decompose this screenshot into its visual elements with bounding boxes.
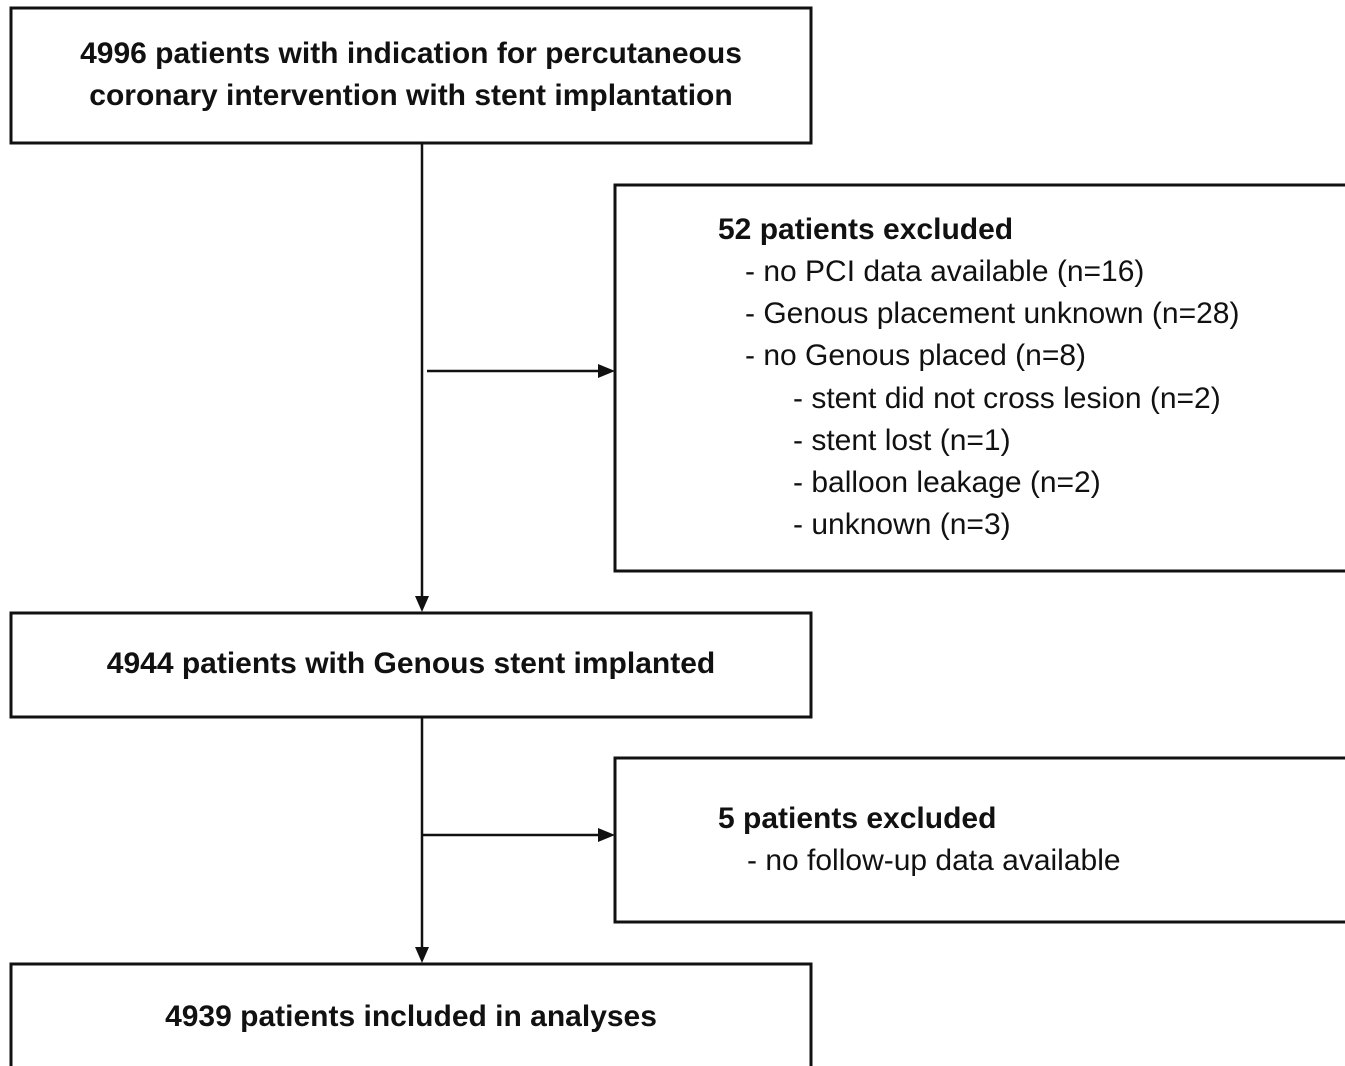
list-item: - stent lost (n=1) [793, 424, 1011, 457]
arrowhead [598, 828, 615, 842]
list-item: - balloon leakage (n=2) [793, 466, 1101, 499]
list-item: - unknown (n=3) [793, 508, 1011, 541]
box [613, 183, 1345, 573]
box [9, 6, 813, 145]
arrowhead [415, 596, 429, 612]
arrowhead [415, 947, 429, 963]
box-text: 4944 patients with Genous stent implante… [107, 647, 715, 680]
box-text: coronary intervention with stent implant… [89, 79, 732, 112]
list-item: - Genous placement unknown (n=28) [745, 297, 1239, 330]
arrowhead [598, 364, 615, 378]
list-item: - no Genous placed (n=8) [745, 339, 1086, 372]
list-item: - stent did not cross lesion (n=2) [793, 382, 1221, 415]
box-text: 4996 patients with indication for percut… [80, 37, 742, 70]
box [613, 756, 1345, 924]
list-item: - no PCI data available (n=16) [745, 255, 1144, 288]
box-title: 5 patients excluded [718, 802, 996, 835]
list-item: - no follow-up data available [747, 844, 1121, 877]
box-text: 4939 patients included in analyses [165, 1000, 657, 1033]
box [9, 611, 813, 719]
box-title: 52 patients excluded [718, 213, 1013, 246]
box [9, 962, 813, 1066]
